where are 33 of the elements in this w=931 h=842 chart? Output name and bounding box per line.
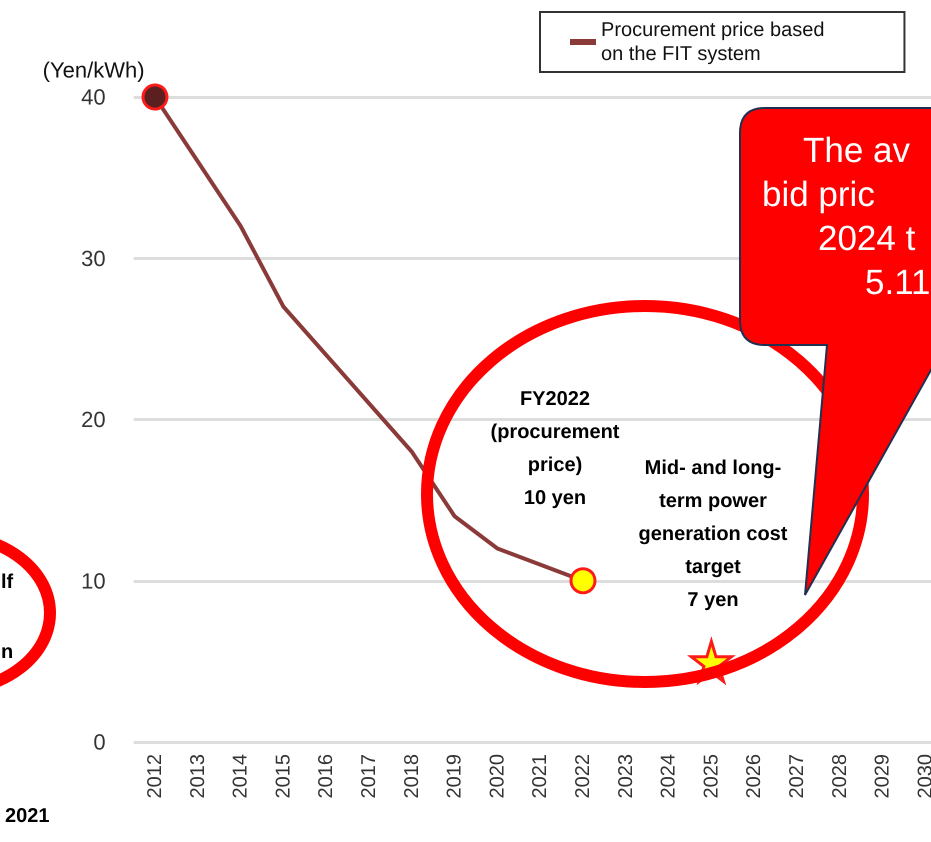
x-tick-label: 2016: [315, 754, 338, 798]
x-tick-label: 2021: [529, 754, 552, 798]
x-tick-label: 2026: [743, 754, 766, 798]
y-tick-label: 40: [81, 84, 106, 110]
x-tick-label: 2028: [828, 754, 851, 798]
legend-label: Procurement price based on the FIT system: [601, 19, 824, 65]
y-tick-label: 0: [93, 730, 106, 754]
text: 2021: [5, 805, 50, 827]
annotation: Mid- and long- term power generation cost target 7 yen: [638, 457, 788, 611]
point: [570, 567, 596, 594]
x-tick-label: 2029: [872, 754, 894, 798]
x-tick-label: 2020: [486, 754, 508, 798]
y-tick-label: 20: [81, 407, 106, 432]
text: n: [1, 641, 14, 663]
x-tick-label: 2027: [786, 754, 808, 798]
text: lf: [1, 571, 14, 593]
x-tick-label: 2018: [400, 754, 423, 798]
y-tick-label: 30: [81, 246, 106, 271]
x-tick-label: 2019: [444, 754, 466, 798]
x-tick-label: 2022: [572, 754, 594, 798]
x-tick-label: 2025: [700, 754, 722, 798]
x-tick-label: 2024: [658, 754, 680, 798]
annotation: The av bid pric 2024 t 5.11: [762, 131, 931, 302]
y-axis-title: (Yen/kWh): [42, 58, 145, 82]
x-tick-label: 2015: [272, 754, 294, 798]
x-tick-label: 2013: [186, 754, 209, 798]
y-tick-label: 10: [81, 568, 106, 594]
point: [142, 84, 168, 110]
x-tick-label: 2023: [614, 754, 637, 798]
x-tick-label: 2014: [230, 754, 252, 798]
annotation: FY2022 (procurement price) 10 yen: [490, 388, 620, 509]
x-tick-label: 2017: [358, 754, 380, 798]
x-tick-label: 2012: [144, 754, 166, 798]
